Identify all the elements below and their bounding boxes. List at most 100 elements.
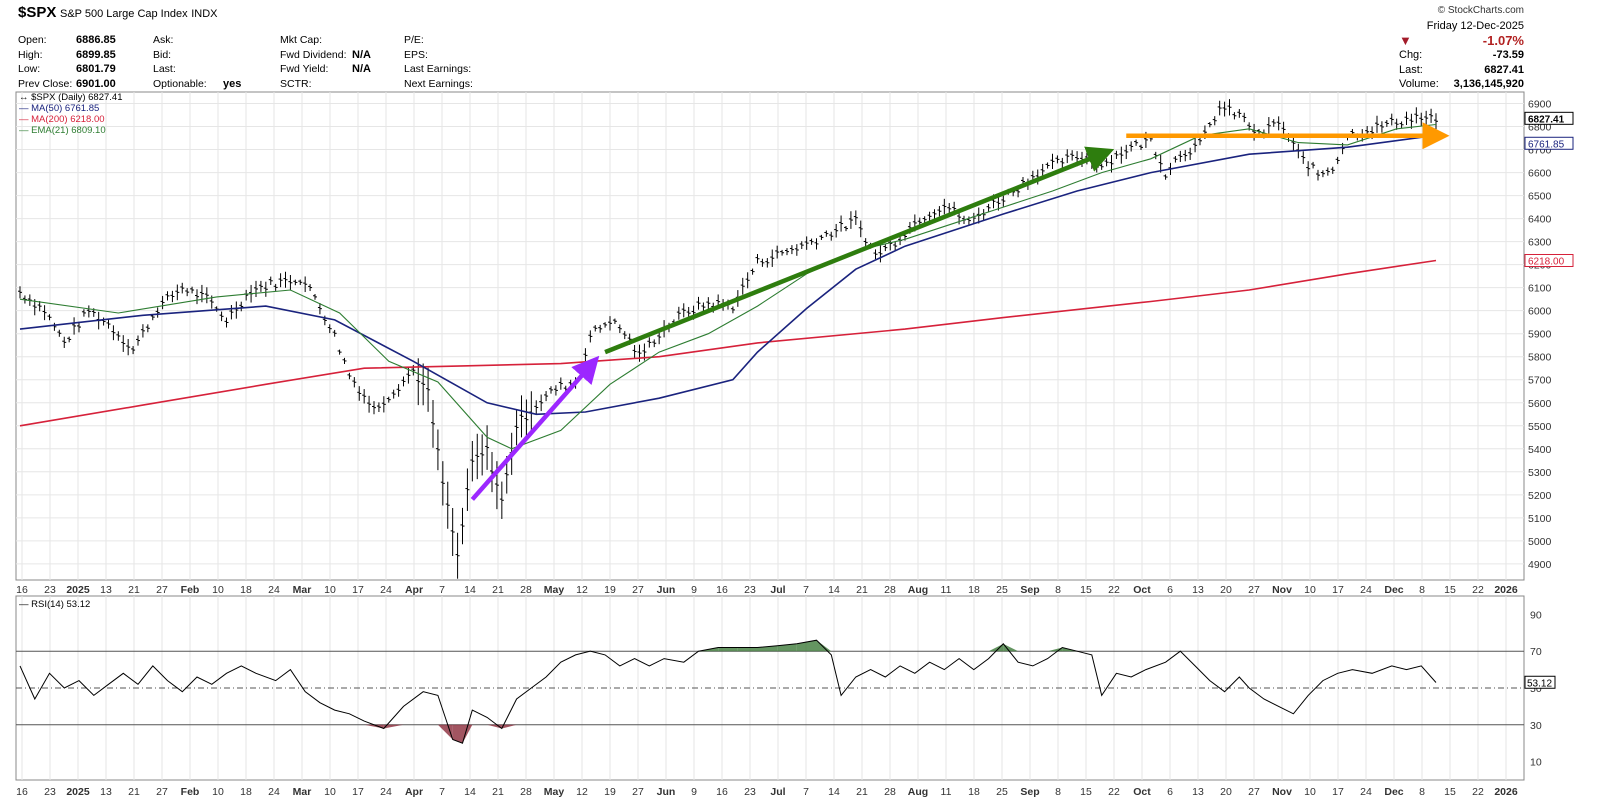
x-tick-label: 25 <box>996 584 1008 596</box>
oversold-fill <box>462 724 473 744</box>
y-tick-label: 5600 <box>1528 398 1552 410</box>
overbought-fill <box>988 643 1004 652</box>
rsi-x-tick-label: 24 <box>1360 786 1372 798</box>
ma200-line <box>19 259 1437 427</box>
x-tick-label: May <box>544 584 565 596</box>
value-tag <box>1524 111 1574 125</box>
rsi-legend: — RSI(14) 53.12 <box>19 599 90 610</box>
quote-col-1: Open: 6886.85 High: 6899.85 Low: 6801.79 Pr… <box>18 34 116 90</box>
x-tick-label: 21 <box>492 584 504 596</box>
y-tick-label: 6400 <box>1528 214 1552 226</box>
x-tick-label: 22 <box>1472 584 1484 596</box>
rsi-x-tick-label: 12 <box>576 786 588 798</box>
rsi-x-tick-label: 21 <box>492 786 504 798</box>
net-change: -73.59 <box>1492 49 1524 61</box>
y-tick-label: 6500 <box>1528 191 1552 203</box>
x-tick-label: 2026 <box>1494 584 1518 596</box>
exchange: INDX <box>191 8 218 20</box>
x-tick-label: 15 <box>1080 584 1092 596</box>
pct-change: -1.07% <box>1482 32 1524 48</box>
rsi-x-tick-label: 25 <box>996 786 1008 798</box>
y-tick-label: 6000 <box>1528 306 1552 318</box>
x-tick-label: Apr <box>405 584 423 596</box>
rsi-value-tag-label: 53.12 <box>1527 678 1552 689</box>
oversold-fill <box>364 724 384 729</box>
y-tick-label: 6200 <box>1528 260 1552 272</box>
y-tick-label: 6300 <box>1528 237 1552 249</box>
rsi-gridlines <box>16 596 1524 780</box>
rsi-line <box>19 639 1437 744</box>
trend-arrow <box>604 146 1115 355</box>
x-tick-label: 16 <box>716 584 728 596</box>
value-tag-label: 6761.85 <box>1528 139 1565 150</box>
legend-entry: — EMA(21) 6809.10 <box>19 125 106 136</box>
oversold-fill <box>501 724 517 729</box>
overbought-fill <box>698 647 719 652</box>
x-tick-label: 24 <box>380 584 392 596</box>
symbol: $SPX <box>18 4 57 21</box>
rsi-x-tick-label: 17 <box>352 786 364 798</box>
overbought-fill <box>777 643 797 652</box>
rsi-x-tick-label: May <box>544 786 565 798</box>
down-triangle-icon: ▼ <box>1399 32 1412 48</box>
volume: 3,136,145,920 <box>1453 78 1524 90</box>
rsi-y-tick-label: 30 <box>1530 720 1542 732</box>
rsi-x-tick-label: 24 <box>380 786 392 798</box>
legend-entry: — MA(200) 6218.00 <box>19 114 105 125</box>
rsi-x-tick-label: 9 <box>691 786 697 798</box>
rsi-series: 53.12 <box>19 639 1556 744</box>
rsi-x-tick-label: 2026 <box>1494 786 1518 798</box>
rsi-x-tick-label: 28 <box>520 786 532 798</box>
value-tag <box>1524 253 1574 267</box>
price-gridlines <box>16 92 1524 580</box>
oversold-fill <box>487 724 502 729</box>
overbought-fill <box>1047 647 1063 652</box>
x-tick-label: 27 <box>632 584 644 596</box>
x-tick-label: Aug <box>908 584 928 596</box>
ma50-line <box>19 134 1437 416</box>
x-tick-label: Feb <box>181 584 200 596</box>
y-tick-label: 4900 <box>1528 559 1552 571</box>
x-tick-label: Sep <box>1020 584 1039 596</box>
right-value-labels: 6827.41 6761.85 6218.00 <box>1524 111 1574 267</box>
overbought-fill <box>816 640 832 652</box>
watermark: © StockCharts.com <box>1437 5 1524 16</box>
oversold-fill <box>383 724 404 729</box>
y-tick-label: 6800 <box>1528 122 1552 134</box>
rsi-legend-entry: — RSI(14) 53.12 <box>19 599 90 610</box>
x-tick-label: 16 <box>16 584 28 596</box>
chart-title: $SPX S&P 500 Large Cap Index INDX <box>18 4 218 21</box>
rsi-x-tick-label: 2025 <box>66 786 90 798</box>
overbought-fill <box>796 640 817 652</box>
x-tick-label: 14 <box>464 584 476 596</box>
rsi-x-tick-label: 20 <box>1220 786 1232 798</box>
rsi-x-tick-label: 21 <box>128 786 140 798</box>
rsi-x-tick-label: 14 <box>828 786 840 798</box>
rsi-x-tick-label: 21 <box>856 786 868 798</box>
quote-col-4: P/E: EPS: Last Earnings: Next Earnings: <box>404 34 473 90</box>
oversold-fill <box>452 724 463 744</box>
oversold-fill <box>437 724 453 740</box>
value-tag-label: 6827.41 <box>1528 114 1565 125</box>
rsi-y-tick-label: 10 <box>1530 757 1542 769</box>
rsi-x-tick-label: Jul <box>770 786 785 798</box>
rsi-x-tick-label: 19 <box>604 786 616 798</box>
x-tick-label: 7 <box>803 584 809 596</box>
x-tick-label: 15 <box>1444 584 1456 596</box>
rsi-x-tick-label: Apr <box>405 786 423 798</box>
x-tick-label: 18 <box>968 584 980 596</box>
rsi-x-axis-ticks: 16 23 2025 13 21 27 Feb 10 18 24 Mar 10 17 24 Apr 7 14 21… <box>16 786 1518 798</box>
rsi-x-tick-label: 13 <box>1192 786 1204 798</box>
x-tick-label: 13 <box>1192 584 1204 596</box>
rsi-plot-frame <box>15 595 1525 781</box>
x-axis-ticks: 16 23 2025 13 21 27 Feb 10 18 24 Mar 10 17 24 Apr 7 14 21… <box>16 584 1518 596</box>
rsi-x-tick-label: 14 <box>464 786 476 798</box>
y-tick-label: 5400 <box>1528 444 1552 456</box>
rsi-x-tick-label: 18 <box>968 786 980 798</box>
x-tick-label: 20 <box>1220 584 1232 596</box>
rsi-x-tick-label: 23 <box>744 786 756 798</box>
price-plot-frame <box>15 91 1525 581</box>
x-tick-label: Oct <box>1133 584 1151 596</box>
rsi-y-axis-ticks: 90 70 50 30 10 <box>1530 609 1542 768</box>
